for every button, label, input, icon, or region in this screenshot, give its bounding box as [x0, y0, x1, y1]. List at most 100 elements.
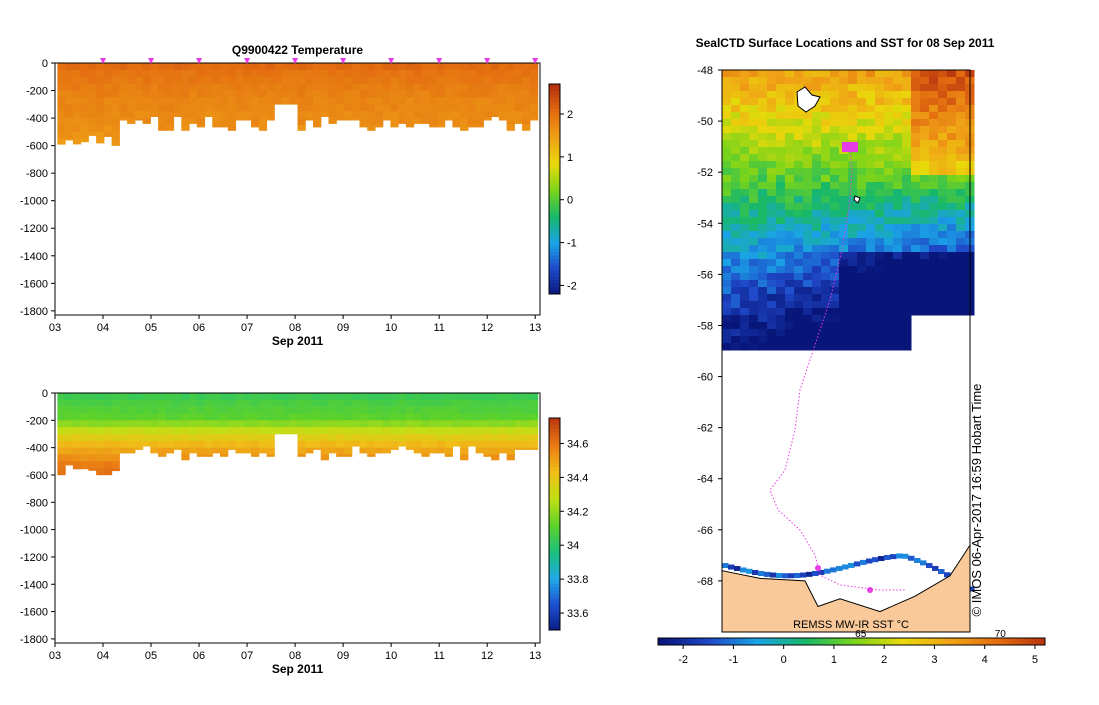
sst-cell	[857, 224, 867, 232]
data-cell	[142, 427, 151, 435]
sst-cell	[947, 175, 957, 183]
sst-cell	[767, 70, 777, 78]
data-cell	[359, 118, 368, 126]
sst-cell	[893, 273, 903, 281]
data-cell	[289, 420, 299, 428]
sst-cell	[785, 133, 795, 141]
colorbar-cell	[549, 224, 560, 228]
sst-cell	[767, 343, 777, 351]
sst-cell	[758, 70, 768, 78]
colorbar-cell	[899, 638, 906, 645]
data-cell	[127, 393, 136, 401]
sst-cell	[866, 266, 876, 274]
data-cell	[289, 63, 299, 71]
sst-cell	[884, 119, 894, 127]
data-cell	[320, 69, 329, 78]
data-cell	[173, 427, 182, 435]
data-cell	[297, 90, 306, 98]
sst-cell	[947, 98, 957, 106]
sst-cell	[794, 231, 804, 239]
sst-cell	[929, 259, 939, 267]
sst-cell	[938, 126, 948, 134]
y-tick-label: -1600	[20, 607, 48, 619]
data-cell	[65, 118, 74, 126]
data-cell	[134, 393, 144, 401]
colorbar-cell	[972, 638, 978, 645]
data-cell	[158, 406, 167, 414]
data-cell	[305, 406, 314, 414]
data-cell	[196, 393, 206, 401]
data-cell	[103, 440, 113, 448]
sst-cell	[839, 168, 849, 176]
sst-cell	[947, 252, 957, 260]
sst-cell	[812, 294, 822, 302]
data-cell	[421, 454, 430, 457]
data-cell	[119, 420, 128, 428]
colorbar-cell	[832, 638, 838, 645]
data-cell	[444, 447, 453, 455]
data-cell	[189, 399, 198, 407]
data-cell	[413, 63, 422, 71]
sst-cell	[920, 140, 930, 148]
sst-cell	[875, 119, 885, 127]
data-cell	[127, 63, 136, 71]
colorbar-cell	[1006, 638, 1012, 645]
colorbar-cell	[667, 638, 674, 645]
data-cell	[80, 63, 89, 71]
data-cell	[506, 76, 515, 84]
sst-cell	[902, 308, 912, 316]
data-cell	[305, 63, 314, 71]
sst-cell	[848, 98, 858, 106]
sst-cell	[857, 287, 867, 295]
colorbar-cell	[691, 638, 698, 645]
data-cell	[65, 447, 74, 455]
data-cell	[382, 399, 391, 407]
data-cell	[390, 447, 399, 450]
data-cell	[258, 118, 268, 126]
data-cell	[375, 393, 384, 401]
data-cell	[204, 447, 213, 455]
sst-cell	[794, 245, 804, 253]
sst-cell	[866, 280, 876, 288]
data-cell	[429, 104, 438, 112]
data-cell	[227, 63, 237, 71]
sst-cell	[749, 336, 759, 344]
data-cell	[134, 97, 144, 105]
sst-cell	[911, 126, 921, 134]
sst-cell	[749, 168, 759, 176]
sst-cell	[740, 133, 750, 141]
sst-cell	[848, 301, 858, 309]
data-cell	[498, 83, 508, 91]
data-cell	[491, 420, 500, 428]
data-cell	[320, 76, 329, 84]
data-cell	[235, 420, 244, 428]
colorbar-cell	[549, 262, 560, 267]
sst-cell	[839, 70, 849, 78]
sst-cell	[812, 84, 822, 92]
sst-cell	[884, 168, 894, 176]
data-cell	[336, 76, 345, 84]
sst-cell	[758, 231, 768, 239]
data-cell	[96, 97, 105, 105]
sst-cell	[803, 336, 813, 344]
sst-cell	[839, 189, 849, 197]
colorbar-cell	[880, 638, 886, 645]
sst-cell	[866, 224, 876, 232]
data-cell	[266, 104, 275, 112]
sst-cell	[911, 133, 921, 141]
sst-cell	[767, 161, 777, 169]
data-cell	[436, 447, 446, 454]
data-cell	[328, 413, 337, 421]
sst-tick-label: 5	[1032, 654, 1038, 666]
sst-cell	[830, 105, 840, 113]
data-cell	[220, 393, 229, 401]
data-cell	[475, 104, 484, 112]
sst-cell	[794, 112, 804, 120]
sst-cell	[848, 112, 858, 120]
data-cell	[72, 413, 82, 421]
data-cell	[227, 90, 237, 98]
data-cell	[498, 447, 508, 454]
sst-cell	[812, 147, 822, 155]
sst-cell	[866, 98, 876, 106]
sst-cell	[776, 231, 786, 239]
